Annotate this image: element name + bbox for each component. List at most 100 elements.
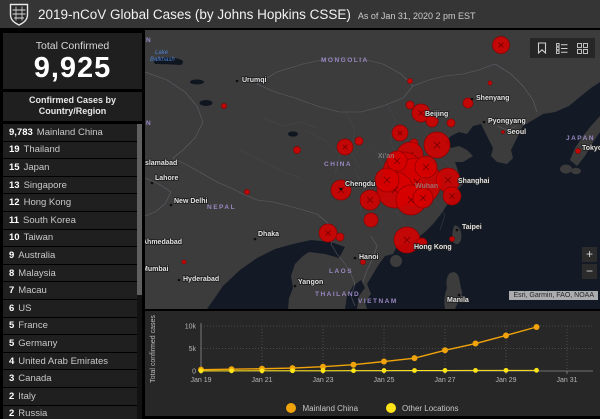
timeline-chart-panel: 0 5k 10k Jan 19 Jan 21 Jan 23 Jan 25 Jan 27 Jan … bbox=[145, 311, 600, 416]
case-bubble[interactable] bbox=[501, 130, 505, 134]
country-list-item[interactable]: 5 France bbox=[3, 317, 137, 336]
country-label: JAPAN bbox=[566, 135, 595, 142]
country-list-item[interactable]: 19 Thailand bbox=[3, 141, 137, 160]
data-point[interactable] bbox=[442, 347, 448, 354]
data-point[interactable] bbox=[411, 355, 418, 362]
data-point[interactable] bbox=[320, 363, 326, 370]
country-name: Japan bbox=[23, 161, 50, 173]
data-point[interactable] bbox=[350, 361, 357, 368]
case-bubble[interactable] bbox=[449, 236, 455, 242]
y-tick-label: 5k bbox=[189, 346, 197, 353]
city-label: Lahore bbox=[155, 175, 178, 182]
country-list-item[interactable]: 15 Japan bbox=[3, 159, 137, 177]
country-label: NEPAL bbox=[207, 204, 236, 211]
legend-label: Mainland China bbox=[302, 403, 359, 413]
data-point[interactable] bbox=[534, 367, 539, 373]
case-bubble[interactable] bbox=[405, 100, 415, 110]
bubble-x-mark bbox=[422, 163, 430, 171]
data-point[interactable] bbox=[351, 368, 356, 374]
case-count: 11 bbox=[9, 214, 20, 226]
country-list-item[interactable]: 9 Australia bbox=[3, 247, 137, 265]
bubble-x-mark bbox=[498, 42, 504, 48]
country-list-item[interactable]: 2 Russia bbox=[3, 405, 137, 419]
bubble-x-mark bbox=[342, 144, 348, 150]
country-name: Germany bbox=[18, 337, 58, 349]
city-label: Beijing bbox=[425, 111, 448, 118]
city-label: Taipei bbox=[462, 224, 482, 231]
case-bubble[interactable] bbox=[293, 146, 301, 154]
country-list-item[interactable]: 13 Singapore bbox=[3, 176, 137, 195]
case-count: 19 bbox=[9, 144, 20, 156]
water-label: Balkhash bbox=[150, 57, 175, 63]
case-bubble[interactable] bbox=[221, 103, 227, 109]
case-bubble[interactable] bbox=[354, 136, 364, 146]
map-canvas[interactable]: N N MONGOLIA CHINA NEPAL LAOS THAILAND VIETNAM J… bbox=[145, 30, 600, 309]
case-bubble[interactable] bbox=[425, 114, 439, 128]
city-label: Urumqi bbox=[242, 77, 267, 84]
total-confirmed-panel: Total Confirmed 9,925 bbox=[3, 33, 142, 89]
series-line bbox=[200, 326, 537, 371]
data-point[interactable] bbox=[442, 368, 448, 373]
city-label: Xi'an bbox=[378, 153, 394, 160]
country-list-item[interactable]: 10 Taiwan bbox=[3, 229, 137, 248]
x-tick-label: Jan 31 bbox=[556, 377, 577, 384]
country-list-item[interactable]: 9,783 Mainland China bbox=[3, 124, 137, 142]
country-list-item[interactable]: 12 Hong Kong bbox=[3, 194, 137, 212]
data-point[interactable] bbox=[198, 368, 204, 374]
case-bubble[interactable] bbox=[335, 232, 345, 242]
country-list-item[interactable]: 11 South Korea bbox=[3, 211, 137, 230]
country-name: South Korea bbox=[23, 214, 76, 226]
scrollbar-thumb[interactable] bbox=[137, 124, 142, 296]
legend-list-icon[interactable] bbox=[556, 42, 568, 54]
case-bubble[interactable] bbox=[360, 259, 366, 265]
case-count: 9,783 bbox=[9, 126, 33, 138]
data-point[interactable] bbox=[412, 368, 417, 373]
data-point[interactable] bbox=[533, 323, 540, 330]
bubble-x-mark bbox=[397, 130, 403, 136]
case-bubble[interactable] bbox=[446, 118, 456, 128]
data-point[interactable] bbox=[503, 367, 509, 373]
city-label: Yangon bbox=[298, 279, 323, 286]
case-bubble[interactable] bbox=[407, 78, 413, 84]
data-point[interactable] bbox=[320, 368, 326, 374]
case-bubble[interactable] bbox=[575, 148, 581, 154]
case-bubble[interactable] bbox=[181, 259, 187, 265]
legend-item-other-locations[interactable]: Other Locations bbox=[386, 403, 459, 413]
case-bubble[interactable] bbox=[462, 97, 474, 109]
country-list-item[interactable]: 8 Malaysia bbox=[3, 264, 137, 283]
data-point[interactable] bbox=[503, 332, 509, 339]
lake-balkhash bbox=[153, 57, 184, 65]
case-bubble[interactable] bbox=[416, 237, 428, 249]
bookmark-icon[interactable] bbox=[537, 42, 547, 54]
data-point[interactable] bbox=[290, 368, 295, 374]
case-bubble[interactable] bbox=[244, 189, 250, 195]
case-count: 10 bbox=[9, 232, 20, 244]
data-point[interactable] bbox=[472, 340, 479, 347]
country-list-item[interactable]: 7 Macau bbox=[3, 282, 137, 300]
country-list-item[interactable]: 6 US bbox=[3, 299, 137, 318]
country-list-scrollbar[interactable] bbox=[137, 124, 142, 419]
country-list-item[interactable]: 4 United Arab Emirates bbox=[3, 352, 137, 371]
data-point[interactable] bbox=[473, 367, 478, 373]
city-dot bbox=[455, 228, 459, 232]
city-label: Shenyang bbox=[476, 95, 509, 102]
case-bubble[interactable] bbox=[487, 80, 493, 86]
data-point[interactable] bbox=[259, 368, 265, 374]
city-label: Islamabad bbox=[145, 160, 177, 167]
country-name: Malaysia bbox=[18, 267, 56, 279]
case-bubble[interactable] bbox=[363, 212, 379, 228]
city-label: Wuhan bbox=[415, 183, 438, 190]
data-point[interactable] bbox=[381, 368, 387, 373]
zoom-out-button[interactable]: − bbox=[582, 264, 597, 279]
legend-item-mainland-china[interactable]: Mainland China bbox=[286, 403, 358, 413]
country-label: LAOS bbox=[329, 268, 353, 275]
country-list-item[interactable]: 3 Canada bbox=[3, 370, 137, 388]
country-list-item[interactable]: 5 Germany bbox=[3, 335, 137, 353]
basemap-grid-icon[interactable] bbox=[577, 42, 588, 54]
y-tick-label: 10k bbox=[185, 324, 197, 331]
data-point[interactable] bbox=[229, 368, 234, 374]
data-point[interactable] bbox=[381, 358, 387, 365]
country-list-item[interactable]: 2 Italy bbox=[3, 387, 137, 406]
zoom-in-button[interactable]: + bbox=[582, 247, 597, 262]
city-label: Hong Kong bbox=[414, 244, 452, 251]
